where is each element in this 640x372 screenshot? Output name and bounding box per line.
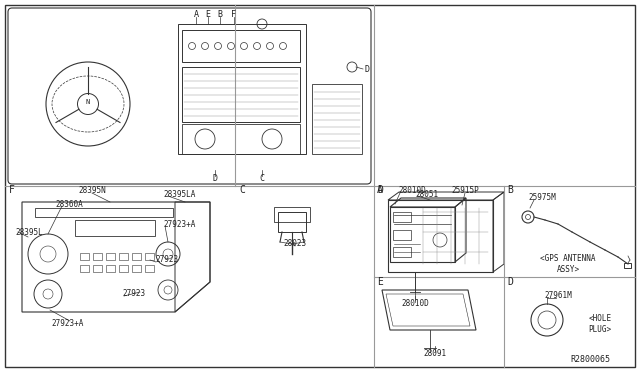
Text: 27923+A: 27923+A xyxy=(163,219,195,228)
Bar xyxy=(182,67,300,122)
Text: 28395N: 28395N xyxy=(78,186,106,195)
Bar xyxy=(274,207,310,222)
Bar xyxy=(80,265,89,272)
Text: 25915P: 25915P xyxy=(451,186,479,195)
Text: E: E xyxy=(205,10,211,19)
Text: <HOLE
PLUG>: <HOLE PLUG> xyxy=(588,314,612,334)
Bar xyxy=(35,208,173,217)
Text: A: A xyxy=(193,10,198,19)
Bar xyxy=(178,24,306,154)
Bar xyxy=(393,212,411,222)
Bar xyxy=(393,247,411,257)
Bar xyxy=(145,265,154,272)
Text: 27961M: 27961M xyxy=(544,292,572,301)
Text: D: D xyxy=(507,277,513,287)
Bar xyxy=(624,263,631,268)
Bar xyxy=(182,124,300,154)
Text: 28010D: 28010D xyxy=(398,186,426,195)
Text: B: B xyxy=(507,185,513,195)
Text: B: B xyxy=(218,10,223,19)
Bar xyxy=(393,230,411,240)
Text: F: F xyxy=(9,185,15,195)
Bar xyxy=(132,265,141,272)
Text: 28010D: 28010D xyxy=(401,299,429,308)
Bar xyxy=(75,220,155,236)
Text: 27923: 27923 xyxy=(155,256,178,264)
Text: 28395LA: 28395LA xyxy=(163,189,195,199)
Bar xyxy=(80,253,89,260)
Bar xyxy=(119,253,128,260)
Text: 25975M: 25975M xyxy=(528,192,556,202)
Bar xyxy=(93,265,102,272)
Bar xyxy=(93,253,102,260)
Text: R2800065: R2800065 xyxy=(570,356,610,365)
Text: 27923+A: 27923+A xyxy=(52,320,84,328)
Text: F: F xyxy=(232,10,237,19)
Text: 28023: 28023 xyxy=(284,240,307,248)
Bar xyxy=(145,253,154,260)
Text: C: C xyxy=(259,173,264,183)
Text: 28051: 28051 xyxy=(415,189,438,199)
Text: D: D xyxy=(377,185,383,195)
Bar xyxy=(278,212,306,232)
Bar xyxy=(182,30,300,62)
Text: 27923: 27923 xyxy=(122,289,145,298)
Text: D: D xyxy=(365,64,369,74)
Bar xyxy=(312,84,362,154)
Bar xyxy=(106,253,115,260)
Text: A: A xyxy=(377,185,383,195)
Text: D: D xyxy=(212,173,218,183)
Text: <GPS ANTENNA
ASSY>: <GPS ANTENNA ASSY> xyxy=(540,254,596,274)
Text: 28395L: 28395L xyxy=(15,228,43,237)
Bar xyxy=(119,265,128,272)
Text: 28360A: 28360A xyxy=(55,199,83,208)
Text: 28091: 28091 xyxy=(424,350,447,359)
Text: N: N xyxy=(86,99,90,105)
Bar xyxy=(132,253,141,260)
Bar xyxy=(106,265,115,272)
Text: C: C xyxy=(239,185,245,195)
Text: E: E xyxy=(377,277,383,287)
